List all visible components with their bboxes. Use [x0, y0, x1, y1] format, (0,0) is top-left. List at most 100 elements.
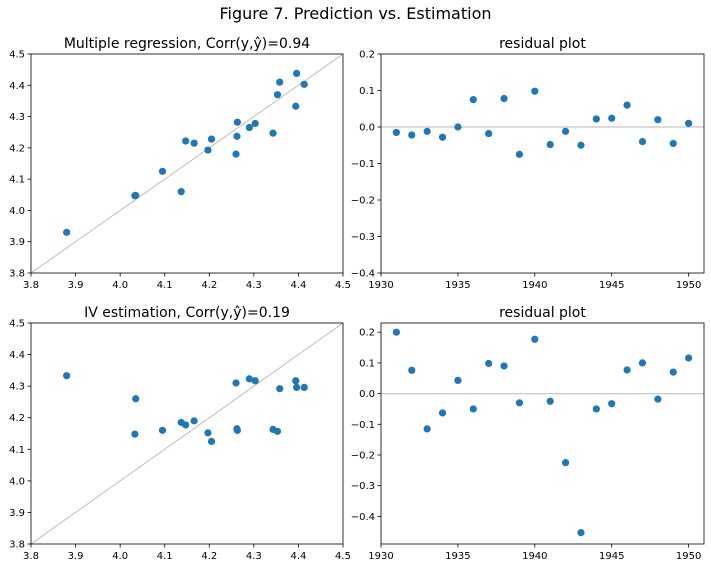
panel-title: residual plot: [499, 36, 586, 52]
x-tick-label: 4.2: [201, 280, 217, 291]
data-point: [182, 137, 190, 145]
panel-title: residual plot: [499, 305, 586, 321]
y-tick-label: 4.0: [9, 206, 25, 217]
data-point: [608, 114, 616, 122]
y-tick-label: 0.2: [359, 328, 375, 339]
chart-panel-3: IV estimation, Corr(y,ŷ)=0.19 3.8 3.9 4.0 4.…: [9, 305, 351, 562]
data-point: [531, 335, 539, 343]
data-point: [269, 129, 277, 137]
data-point: [485, 129, 493, 138]
data-point: [276, 78, 284, 86]
data-point: [577, 141, 585, 149]
y-tick-label: 4.0: [9, 476, 25, 487]
data-point: [638, 359, 647, 367]
data-point: [207, 135, 216, 143]
data-point: [392, 328, 400, 336]
x-tick-label: 4.4: [290, 551, 306, 562]
data-point: [669, 139, 677, 148]
data-point: [233, 132, 241, 140]
data-point: [293, 69, 301, 77]
y-tick-label: 4.4: [9, 81, 25, 92]
data-point: [273, 91, 282, 99]
data-point: [438, 133, 447, 141]
y-tick-label: 4.3: [9, 382, 25, 393]
chart-panel-4: residual plot 1930 1935 1940 1945 1950 0.2 0.1 0…: [351, 305, 705, 562]
plot-frame: [380, 322, 705, 545]
y-tick-label: 4.1: [9, 445, 25, 456]
x-tick-label: 4.5: [335, 551, 351, 562]
data-point: [515, 150, 524, 158]
x-tick-label: 1935: [445, 280, 470, 291]
plot-frame: [30, 53, 344, 274]
data-point: [182, 421, 190, 429]
figure-title: Figure 7. Prediction vs. Estimation: [219, 4, 491, 23]
data-point: [232, 379, 240, 387]
y-tick-label: 4.2: [9, 413, 25, 424]
x-tick-label: 4.0: [112, 280, 128, 291]
x-tick-label: 3.9: [68, 551, 84, 562]
chart-panel-2: residual plot 1930 1935 1940 1945 1950 0.2 0.1 0…: [351, 36, 705, 291]
x-tick-label: 4.5: [335, 280, 351, 291]
x-tick-label: 1945: [599, 551, 624, 562]
data-point: [623, 101, 631, 109]
data-point: [408, 366, 416, 374]
data-point: [592, 115, 600, 123]
y-tick-label: −0.4: [351, 269, 375, 280]
data-point: [300, 80, 308, 88]
data-point: [454, 123, 462, 131]
y-tick-label: 3.9: [9, 237, 25, 248]
x-tick-label: 1935: [445, 551, 470, 562]
data-point: [251, 377, 259, 385]
x-tick-label: 4.2: [201, 551, 217, 562]
x-tick-label: 1930: [368, 551, 393, 562]
data-point: [438, 409, 447, 417]
x-tick-label: 1940: [522, 551, 547, 562]
x-tick-label: 4.1: [157, 280, 173, 291]
y-tick-label: 4.3: [9, 112, 25, 123]
data-point: [515, 399, 524, 407]
data-point: [232, 150, 240, 158]
data-point: [273, 427, 282, 435]
x-tick-label: 4.4: [290, 280, 306, 291]
data-point: [485, 359, 493, 368]
y-tick-label: 0.1: [359, 86, 375, 97]
data-point: [531, 87, 539, 95]
data-point: [469, 405, 477, 413]
y-tick-label: 0.0: [359, 389, 375, 400]
x-tick-label: 4.3: [246, 280, 262, 291]
data-point: [623, 366, 631, 374]
data-point: [500, 94, 508, 103]
plot-frame: [380, 53, 705, 274]
y-tick-label: −0.4: [351, 512, 375, 523]
data-point: [608, 400, 616, 408]
y-tick-label: 3.9: [9, 508, 25, 519]
y-tick-label: 4.2: [9, 143, 25, 154]
data-point: [204, 429, 212, 437]
data-point: [638, 138, 647, 146]
y-tick-label: 4.5: [9, 50, 25, 61]
x-tick-label: 4.0: [112, 551, 128, 562]
data-point: [190, 417, 198, 425]
data-point: [276, 385, 284, 393]
panel-title: Multiple regression, Corr(y,ŷ)=0.94: [64, 36, 310, 52]
x-tick-label: 1930: [368, 280, 393, 291]
y-tick-label: −0.3: [351, 481, 375, 492]
data-point: [561, 459, 570, 467]
data-point: [546, 140, 554, 149]
data-point: [561, 127, 570, 135]
y-tick-label: 3.8: [9, 269, 25, 280]
x-tick-label: 3.9: [68, 280, 84, 291]
data-point: [469, 96, 477, 104]
y-tick-label: −0.2: [351, 450, 375, 461]
y-tick-label: 0.1: [359, 358, 375, 369]
data-point: [132, 191, 140, 200]
data-point: [500, 362, 508, 370]
data-point: [654, 116, 662, 124]
data-point: [190, 139, 198, 147]
data-point: [132, 395, 140, 403]
data-point: [251, 119, 259, 128]
y-tick-label: 4.5: [9, 319, 25, 330]
y-tick-label: −0.1: [351, 420, 375, 431]
data-point: [63, 228, 71, 236]
